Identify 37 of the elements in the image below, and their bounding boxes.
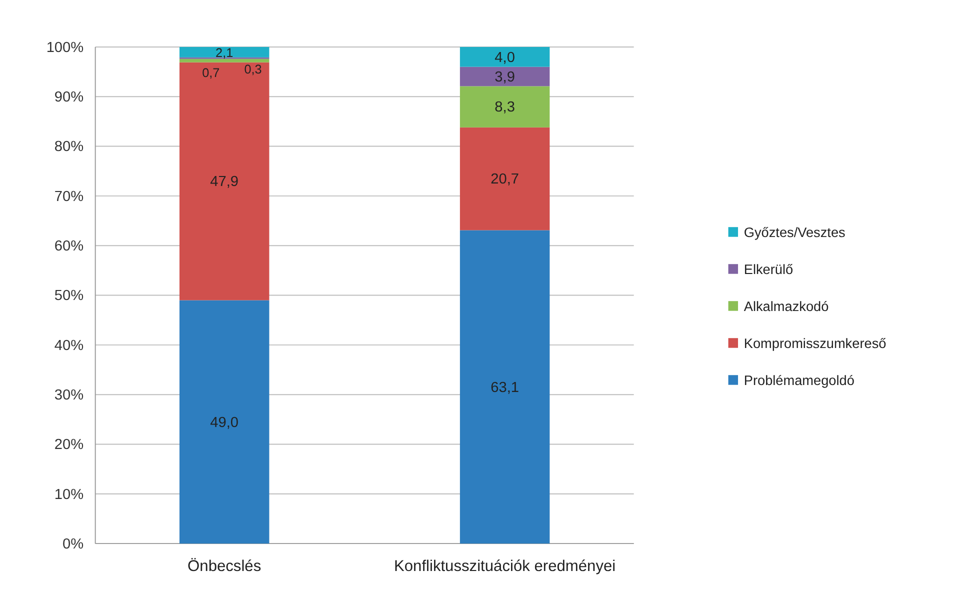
legend-label: Problémamegoldó: [744, 372, 854, 388]
data-label: 2,1: [216, 46, 234, 60]
bar: [460, 46, 550, 67]
bar: [460, 127, 550, 230]
bar: [460, 66, 550, 86]
bar: [460, 86, 550, 128]
y-tick-label: 0%: [62, 536, 84, 552]
y-tick-label: 90%: [54, 89, 84, 106]
legend-label: Kompromisszumkereső: [744, 336, 887, 351]
bar: [179, 46, 270, 58]
legend-label: Elkerülő: [744, 262, 794, 277]
data-label: 20,7: [490, 172, 520, 188]
data-label: 49,0: [210, 414, 239, 431]
data-label: 0,7: [202, 66, 220, 80]
data-label: 4,0: [494, 50, 515, 66]
y-tick-label: 30%: [54, 387, 84, 404]
y-tick-label: 10%: [54, 486, 84, 503]
data-label: 8,3: [494, 100, 515, 116]
y-tick-label: 100%: [46, 40, 84, 56]
bar: [179, 300, 270, 544]
bar: [179, 62, 270, 300]
y-tick-label: 70%: [54, 188, 84, 205]
data-label: 0,3: [244, 62, 262, 76]
bar: [179, 58, 270, 62]
x-tick-label: Önbecslés: [188, 556, 262, 575]
y-tick-label: 50%: [54, 288, 84, 304]
data-label: 63,1: [490, 380, 520, 396]
x-tick-label: Konfliktusszituációk eredményei: [394, 558, 616, 575]
legend-label: Alkalmazkodó: [744, 298, 829, 314]
data-label: 3,9: [494, 69, 515, 86]
legend-label: Győztes/Vesztes: [744, 224, 846, 240]
y-tick-label: 20%: [54, 437, 84, 454]
y-tick-label: 80%: [54, 139, 84, 156]
bar: [460, 230, 550, 544]
y-tick-label: 40%: [54, 338, 84, 354]
data-label: 47,9: [210, 174, 239, 190]
y-tick-label: 60%: [54, 238, 84, 254]
